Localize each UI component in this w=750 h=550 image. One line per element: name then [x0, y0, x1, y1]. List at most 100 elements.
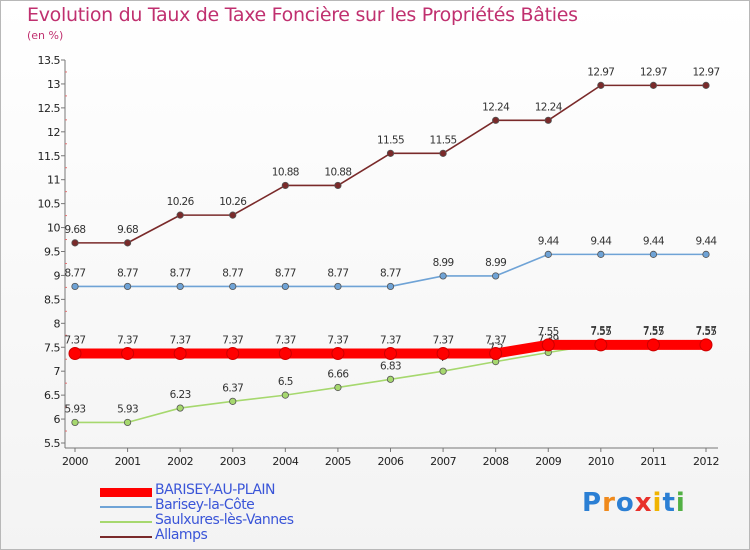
y-tick-label: 7 [54, 365, 61, 378]
x-tick-label: 2003 [220, 455, 246, 468]
data-label: 12.97 [692, 66, 719, 78]
data-label: 7.55 [538, 326, 559, 338]
data-label: 6.83 [380, 360, 401, 372]
y-tick-label: 8 [54, 317, 61, 330]
x-tick-label: 2008 [483, 455, 509, 468]
logo-letter: o [615, 488, 635, 518]
legend-swatch [100, 506, 152, 508]
data-point [439, 149, 447, 157]
data-point [702, 250, 710, 258]
y-tick-label: 11 [47, 174, 60, 187]
x-tick-label: 2004 [272, 455, 298, 468]
data-label: 5.93 [65, 403, 86, 415]
data-point [331, 346, 345, 360]
y-tick-label: 12 [47, 126, 60, 139]
data-point [649, 81, 658, 89]
data-point [646, 338, 660, 352]
x-tick-label: 2006 [378, 455, 404, 468]
logo-letter: t [662, 488, 676, 518]
data-point [71, 418, 79, 427]
logo-letter: i [675, 488, 686, 518]
series-line-3 [75, 84, 706, 244]
data-label: 12.24 [482, 101, 510, 113]
data-point [594, 338, 608, 352]
data-point [439, 272, 447, 280]
data-point [492, 272, 500, 280]
data-label: 7.37 [433, 334, 454, 346]
data-point [281, 282, 289, 291]
data-point [699, 338, 713, 352]
data-point [68, 346, 82, 360]
data-label: 7.37 [222, 334, 243, 346]
data-label: 6.5 [278, 376, 293, 388]
data-point [229, 397, 237, 405]
x-tick-label: 2000 [62, 455, 88, 468]
data-label: 7.37 [170, 334, 191, 346]
data-point [229, 282, 237, 291]
data-point [649, 250, 658, 258]
data-point [176, 404, 184, 412]
data-label: 7.57 [590, 325, 611, 337]
x-tick-label: 2005 [325, 455, 351, 468]
data-label: 9.44 [696, 235, 718, 247]
data-label: 7.37 [380, 334, 401, 346]
data-point [597, 250, 605, 258]
data-label: 9.44 [538, 235, 560, 247]
data-label: 12.97 [640, 66, 667, 78]
data-label: 9.68 [65, 224, 86, 236]
data-label: 6.37 [222, 382, 243, 394]
data-point [544, 250, 552, 258]
data-point [121, 346, 135, 360]
legend-label: Saulxures-lès-Vannes [155, 512, 294, 528]
data-point [123, 239, 132, 247]
data-point [123, 418, 132, 427]
data-point [281, 391, 289, 399]
y-tick-label: 7.5 [44, 341, 60, 354]
data-point [544, 116, 552, 124]
logo-letter: x [634, 488, 653, 518]
proxiti-logo: Proxiti [582, 488, 686, 518]
y-tick-label: 13.5 [38, 54, 61, 67]
data-point [176, 211, 184, 219]
data-label: 7.55 [590, 326, 611, 338]
x-tick-label: 2009 [535, 455, 561, 468]
data-label: 11.55 [430, 134, 457, 146]
y-tick-label: 10.5 [38, 198, 61, 211]
x-tick-label: 2011 [640, 455, 666, 468]
data-point [176, 282, 184, 291]
data-label: 8.77 [222, 267, 243, 279]
x-tick-label: 2012 [693, 455, 719, 468]
legend-label: BARISEY-AU-PLAIN [155, 482, 276, 498]
data-label: 7.37 [117, 334, 138, 346]
y-tick-label: 5.5 [44, 437, 60, 450]
data-label: 7.55 [643, 326, 664, 338]
chart-title: Evolution du Taux de Taxe Foncière sur l… [27, 4, 578, 26]
data-label: 8.77 [275, 267, 296, 279]
data-point [597, 81, 605, 89]
data-label: 6.23 [170, 389, 191, 401]
data-point [386, 149, 395, 157]
unit-label: (en %) [27, 29, 64, 42]
data-label: 8.99 [485, 257, 506, 269]
data-label: 5.93 [117, 403, 138, 415]
y-tick-label: 10 [47, 222, 60, 235]
x-tick-label: 2010 [588, 455, 614, 468]
data-point [386, 282, 395, 291]
data-point [541, 338, 555, 352]
data-label: 7.55 [696, 326, 717, 338]
data-label: 6.66 [327, 368, 349, 380]
data-label: 7.37 [485, 334, 506, 346]
y-tick-label: 9.5 [44, 246, 60, 259]
data-label: 8.77 [327, 267, 348, 279]
data-point [492, 116, 500, 124]
data-label: 8.99 [433, 257, 454, 269]
data-label: 8.77 [65, 267, 86, 279]
data-label: 8.77 [117, 267, 138, 279]
y-tick-label: 9 [54, 269, 61, 282]
data-point [71, 282, 79, 291]
y-tick-label: 6 [54, 413, 61, 426]
data-point [436, 346, 450, 360]
data-point [173, 346, 187, 360]
legend-swatch [100, 521, 152, 523]
